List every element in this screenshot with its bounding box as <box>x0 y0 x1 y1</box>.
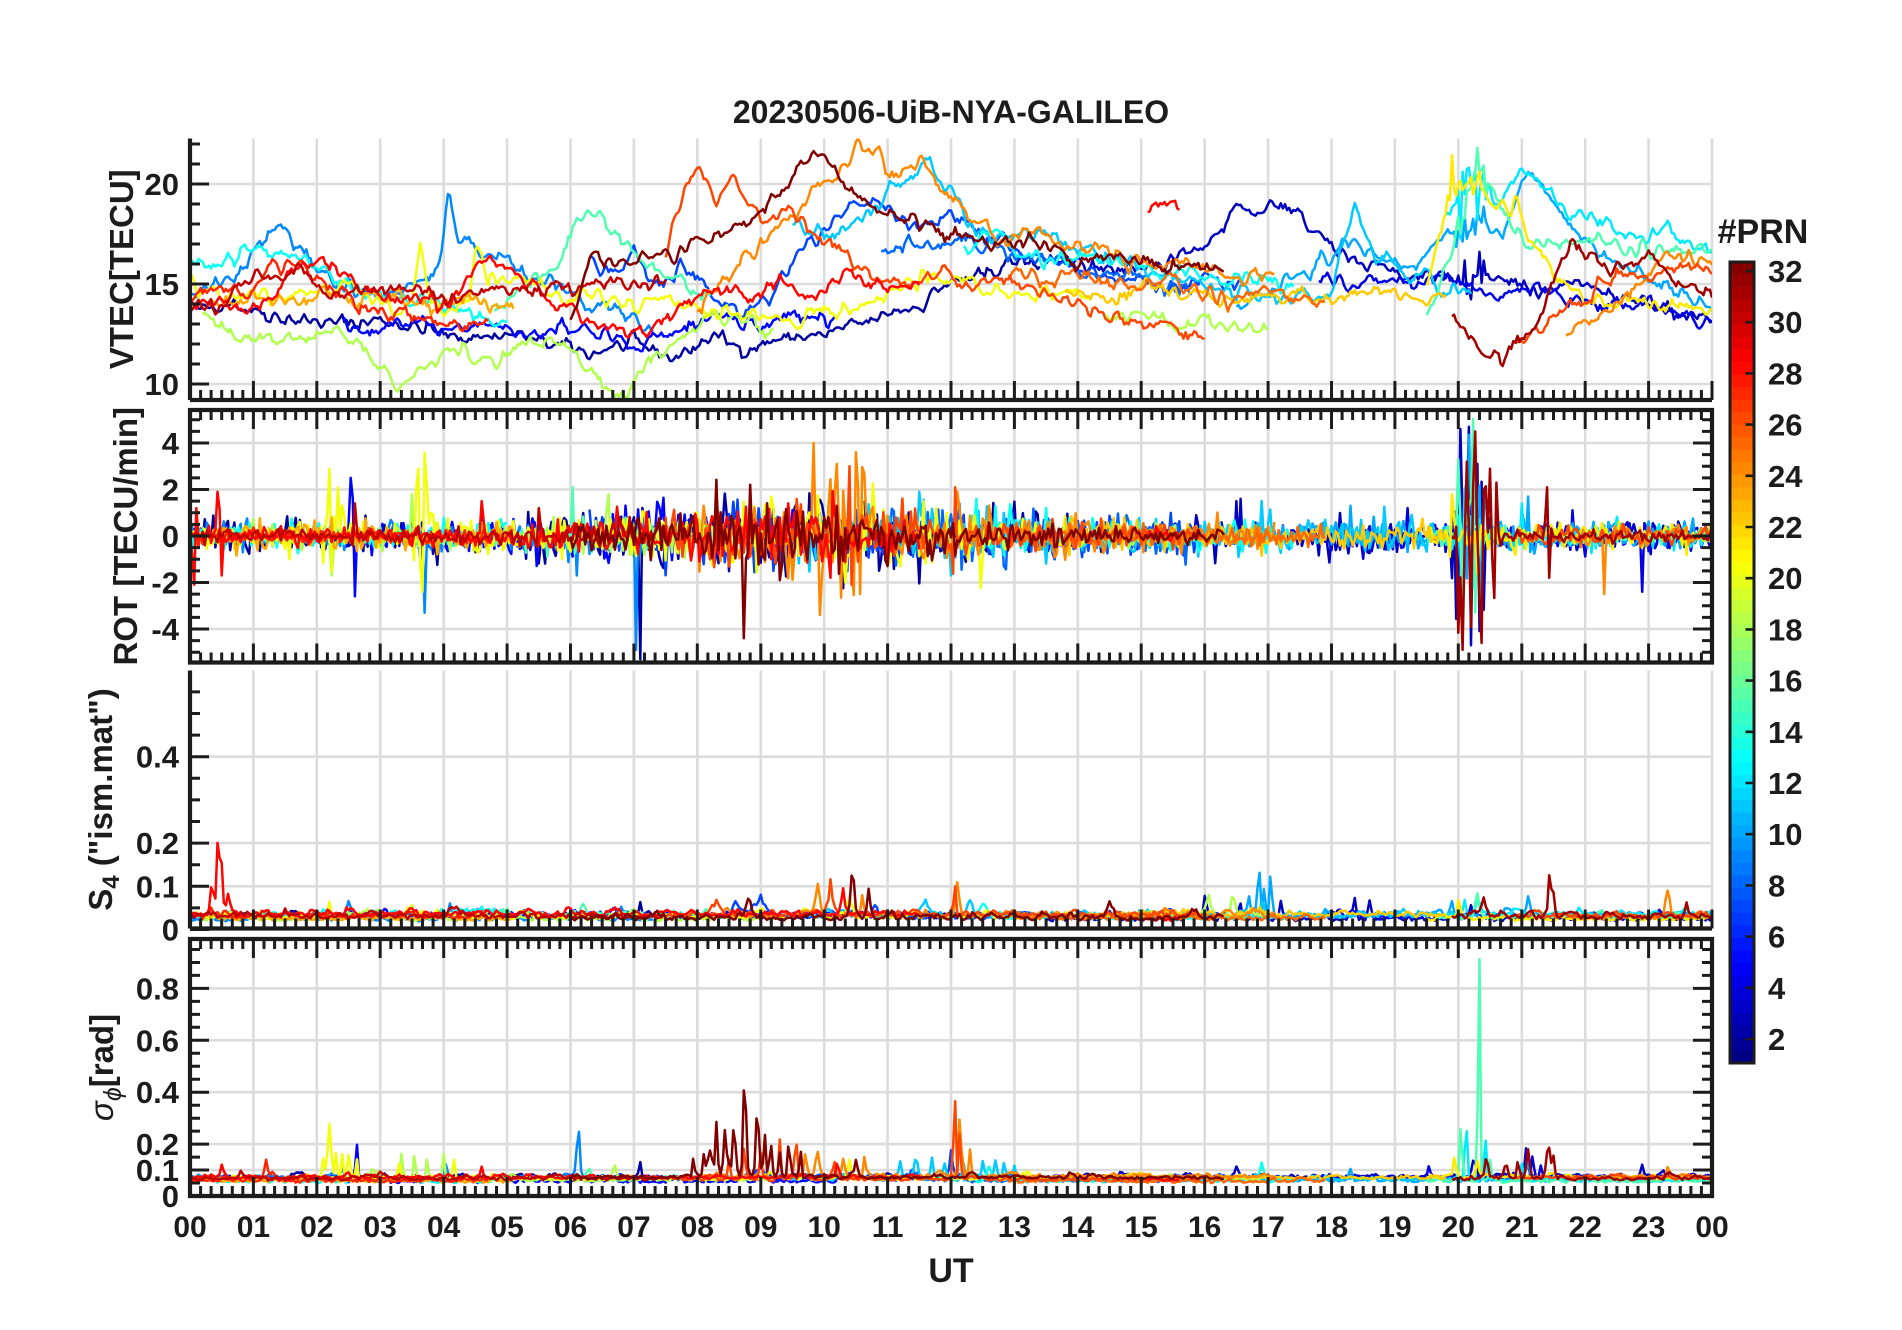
svg-text:8: 8 <box>1768 868 1785 903</box>
svg-text:18: 18 <box>1315 1211 1348 1244</box>
svg-text:VTEC[TECU]: VTEC[TECU] <box>103 169 140 369</box>
svg-text:0.4: 0.4 <box>136 1075 180 1110</box>
svg-text:14: 14 <box>1768 715 1803 750</box>
svg-text:02: 02 <box>300 1211 333 1244</box>
svg-text:20: 20 <box>1768 561 1802 596</box>
svg-text:03: 03 <box>364 1211 397 1244</box>
svg-text:16: 16 <box>1188 1211 1221 1244</box>
svg-text:04: 04 <box>427 1211 461 1244</box>
svg-text:14: 14 <box>1061 1211 1095 1244</box>
svg-text:18: 18 <box>1768 612 1802 647</box>
svg-text:06: 06 <box>554 1211 587 1244</box>
svg-text:32: 32 <box>1768 254 1802 289</box>
svg-text:08: 08 <box>681 1211 714 1244</box>
svg-text:22: 22 <box>1569 1211 1602 1244</box>
svg-text:00: 00 <box>173 1211 206 1244</box>
svg-text:4: 4 <box>162 426 180 461</box>
svg-text:21: 21 <box>1505 1211 1538 1244</box>
svg-text:17: 17 <box>1251 1211 1284 1244</box>
svg-text:S4 ("ism.mat"): S4 ("ism.mat") <box>82 688 125 911</box>
svg-text:-2: -2 <box>151 566 179 601</box>
svg-text:#PRN: #PRN <box>1718 213 1809 251</box>
svg-text:0.2: 0.2 <box>136 1127 179 1162</box>
svg-text:10: 10 <box>808 1211 841 1244</box>
svg-text:05: 05 <box>490 1211 523 1244</box>
svg-text:0: 0 <box>162 913 179 948</box>
svg-text:24: 24 <box>1768 459 1803 494</box>
svg-text:0.4: 0.4 <box>136 740 180 775</box>
svg-text:20: 20 <box>1442 1211 1475 1244</box>
svg-text:10: 10 <box>1768 817 1802 852</box>
svg-text:16: 16 <box>1768 664 1802 699</box>
svg-text:11: 11 <box>872 1211 904 1244</box>
svg-text:0: 0 <box>162 519 179 554</box>
svg-text:10: 10 <box>145 367 179 402</box>
svg-text:28: 28 <box>1768 356 1802 391</box>
svg-text:0.1: 0.1 <box>136 1153 179 1188</box>
svg-text:00: 00 <box>1695 1211 1728 1244</box>
svg-text:15: 15 <box>145 267 179 302</box>
svg-text:23: 23 <box>1632 1211 1665 1244</box>
svg-text:07: 07 <box>617 1211 650 1244</box>
svg-text:2: 2 <box>162 473 179 508</box>
svg-text:4: 4 <box>1768 971 1786 1006</box>
svg-text:ROT [TECU/min]: ROT [TECU/min] <box>107 407 144 665</box>
svg-text:20230506-UiB-NYA-GALILEO: 20230506-UiB-NYA-GALILEO <box>733 94 1169 130</box>
svg-text:UT: UT <box>928 1252 974 1290</box>
svg-text:0.2: 0.2 <box>136 826 179 861</box>
svg-text:20: 20 <box>145 167 179 202</box>
svg-text:22: 22 <box>1768 510 1802 545</box>
svg-text:01: 01 <box>237 1211 270 1244</box>
svg-text:0: 0 <box>162 1179 179 1214</box>
svg-text:26: 26 <box>1768 408 1802 443</box>
svg-text:0.6: 0.6 <box>136 1023 179 1058</box>
svg-text:12: 12 <box>934 1211 967 1244</box>
svg-text:15: 15 <box>1125 1211 1158 1244</box>
svg-text:30: 30 <box>1768 305 1802 340</box>
svg-text:σϕ[rad]: σϕ[rad] <box>83 1014 127 1121</box>
svg-text:12: 12 <box>1768 766 1802 801</box>
svg-text:6: 6 <box>1768 920 1785 955</box>
svg-text:13: 13 <box>998 1211 1031 1244</box>
svg-text:09: 09 <box>744 1211 777 1244</box>
svg-text:-4: -4 <box>151 612 179 647</box>
svg-text:0.1: 0.1 <box>136 869 179 904</box>
svg-text:19: 19 <box>1378 1211 1411 1244</box>
svg-text:0.8: 0.8 <box>136 971 179 1006</box>
svg-text:2: 2 <box>1768 1022 1785 1057</box>
